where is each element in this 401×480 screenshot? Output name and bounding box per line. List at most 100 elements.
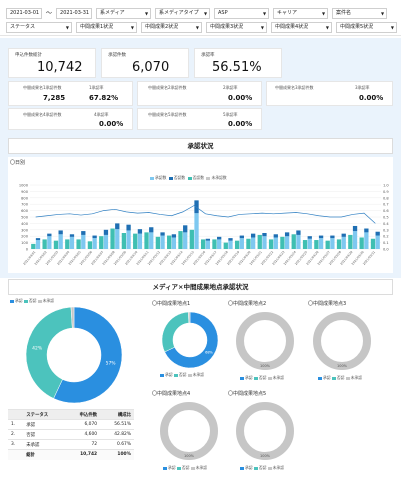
bar-approved — [262, 236, 267, 249]
bar-rejected — [291, 234, 296, 249]
legend-swatch — [37, 299, 42, 303]
bar-approved — [81, 234, 86, 249]
chevron-down-icon: ▼ — [321, 11, 326, 16]
legend-label: 否認数 — [173, 175, 186, 180]
chevron-down-icon: ▼ — [65, 25, 69, 30]
chevron-down-icon: ▼ — [325, 25, 329, 30]
pie-slice — [25, 306, 73, 399]
chevron-down-icon: ▼ — [390, 25, 394, 30]
mid-stat-rate: 0.00% — [359, 94, 384, 102]
table-cell: 10,742 — [64, 449, 101, 460]
mid-stat-rate-label: 3承認率 — [355, 85, 370, 90]
kpi-value: 6,070 — [132, 60, 170, 75]
kpi-rate-card: 承認率 56.51% — [194, 48, 282, 78]
bar-denied — [194, 200, 199, 214]
mid-stat-label: 中間成果名3承認件数 — [275, 85, 314, 90]
mid1-select[interactable]: 中間成果1状況 ▼ — [76, 22, 137, 33]
bar-approved — [364, 232, 369, 249]
bar-approved — [92, 238, 97, 249]
bar-denied — [205, 238, 211, 241]
bar-denied — [69, 234, 75, 237]
bar-rejected — [133, 233, 138, 249]
table-header: 申込件数 — [64, 409, 101, 420]
asp-select[interactable]: ASP ▼ — [214, 8, 270, 19]
bar-denied — [47, 233, 52, 237]
chevron-down-icon: ▼ — [260, 25, 264, 30]
table-cell: 100% — [100, 449, 134, 460]
bar-denied — [92, 235, 97, 239]
bar-rejected — [121, 233, 127, 249]
media-select[interactable]: 系メディア ▼ — [96, 8, 152, 19]
mid4-select[interactable]: 中間成果4状況 ▼ — [271, 22, 332, 33]
bar-denied — [296, 230, 301, 235]
mid-point-2-title: 〇中間成果地点2 — [228, 301, 267, 307]
table-cell: 3. — [8, 439, 24, 450]
mid-point-5-donut: 100% — [236, 402, 294, 460]
slice-label: 42% — [32, 345, 43, 351]
y-tick-label: 700 — [21, 203, 29, 207]
overall-pie-legend: 承認 否認 未承認 — [10, 298, 54, 304]
mid-point-3-donut: 100% — [313, 312, 371, 370]
mid-stat-rate-label: 1承認率 — [89, 85, 104, 90]
bar-approved — [330, 238, 335, 249]
bar-denied — [217, 236, 222, 240]
bar-denied — [149, 227, 154, 233]
mid-point-1-legend: 承認 否認 未承認 — [160, 372, 204, 378]
y-tick-label: 1000 — [19, 184, 29, 188]
bar-approved — [205, 240, 211, 249]
bar-rejected — [200, 239, 206, 249]
mid-point-4-donut: 100% — [160, 402, 218, 460]
date-to-input[interactable]: 2021-03-31 — [56, 8, 93, 19]
media-type-select[interactable]: 系メディアタイプ ▼ — [155, 8, 211, 19]
bar-approved — [103, 234, 109, 249]
bar-denied — [228, 238, 233, 241]
table-header: ステータス — [23, 409, 65, 420]
bar-rejected — [144, 232, 149, 249]
legend-swatch — [150, 176, 154, 180]
case-select[interactable]: 案件名 ▼ — [332, 8, 388, 19]
kpi-label: 承認件数 — [108, 53, 126, 58]
y2-tick-label: 0.7 — [383, 203, 389, 207]
pie-slice — [160, 402, 218, 460]
status-select[interactable]: ステータス ▼ — [6, 22, 72, 33]
bar-denied — [262, 233, 267, 237]
mid-stat-label: 中間成果名5承認件数 — [148, 112, 187, 117]
bar-rejected — [370, 238, 376, 249]
bar-denied — [115, 223, 120, 230]
bar-approved — [296, 234, 301, 249]
mid-stat-label: 中間成果名1承認件数 — [23, 85, 62, 90]
legend-label: 否認 — [28, 298, 37, 303]
bar-rejected — [314, 240, 319, 249]
y2-tick-label: 1.0 — [383, 184, 389, 188]
bar-rejected — [302, 240, 308, 249]
bar-rejected — [246, 238, 251, 249]
y2-tick-label: 0.2 — [383, 235, 389, 239]
mid3-select[interactable]: 中間成果3状況 ▼ — [206, 22, 267, 33]
date-from-input[interactable]: 2021-03-01 — [6, 8, 42, 19]
legend-swatch — [206, 176, 211, 180]
daily-approval-chart: 100090080070060050040030020010001.00.90.… — [19, 184, 390, 266]
kpi-label: 申込件数総計 — [15, 53, 42, 58]
bar-approved — [375, 235, 380, 249]
pie-slice — [164, 311, 219, 369]
bar-rejected — [234, 240, 240, 249]
mid-point-2-legend: 承認 否認 未承認 — [240, 375, 284, 381]
slice-label: 100% — [337, 364, 348, 368]
mid-stat-card-2: 中間成果名2承認件数 2承認率 0.00% — [137, 81, 262, 106]
mid2-select[interactable]: 中間成果2状況 ▼ — [141, 22, 202, 33]
bar-denied — [273, 234, 278, 238]
filter-bar: 2021-03-01 ～ 2021-03-31 系メディア ▼ 系メディアタイプ ▼… — [0, 0, 401, 36]
bar-approved — [137, 233, 143, 249]
bar-rejected — [76, 239, 81, 249]
chevron-down-icon: ▼ — [262, 11, 267, 16]
bar-approved — [183, 232, 188, 249]
table-row: 2. 否認 4,600 42.82% — [8, 429, 134, 440]
bar-denied — [364, 228, 369, 233]
mid5-select[interactable]: 中間成果5状況 ▼ — [336, 22, 397, 33]
y-tick-label: 400 — [21, 222, 29, 226]
y2-tick-label: 0.8 — [383, 196, 389, 200]
mid-stat-rate-label: 5承認率 — [223, 112, 238, 117]
career-select[interactable]: キャリア ▼ — [273, 8, 329, 19]
bar-approved — [318, 238, 324, 249]
chevron-down-icon: ▼ — [195, 25, 199, 30]
